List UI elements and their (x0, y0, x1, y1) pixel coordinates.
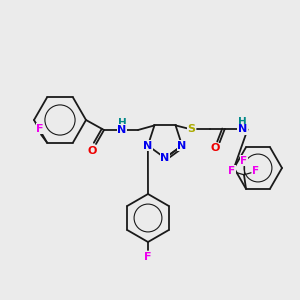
Text: N: N (160, 153, 169, 163)
Text: F: F (252, 166, 260, 176)
Text: N: N (238, 124, 247, 134)
Text: H: H (238, 117, 247, 128)
Text: O: O (87, 146, 97, 156)
Text: O: O (211, 143, 220, 153)
Text: N: N (178, 141, 187, 151)
Text: N: N (143, 141, 152, 151)
Text: F: F (228, 166, 236, 176)
Text: F: F (240, 156, 247, 166)
Text: N: N (117, 125, 127, 135)
Text: S: S (188, 124, 196, 134)
Text: H: H (118, 118, 126, 128)
Text: F: F (36, 124, 44, 134)
Text: F: F (144, 252, 152, 262)
